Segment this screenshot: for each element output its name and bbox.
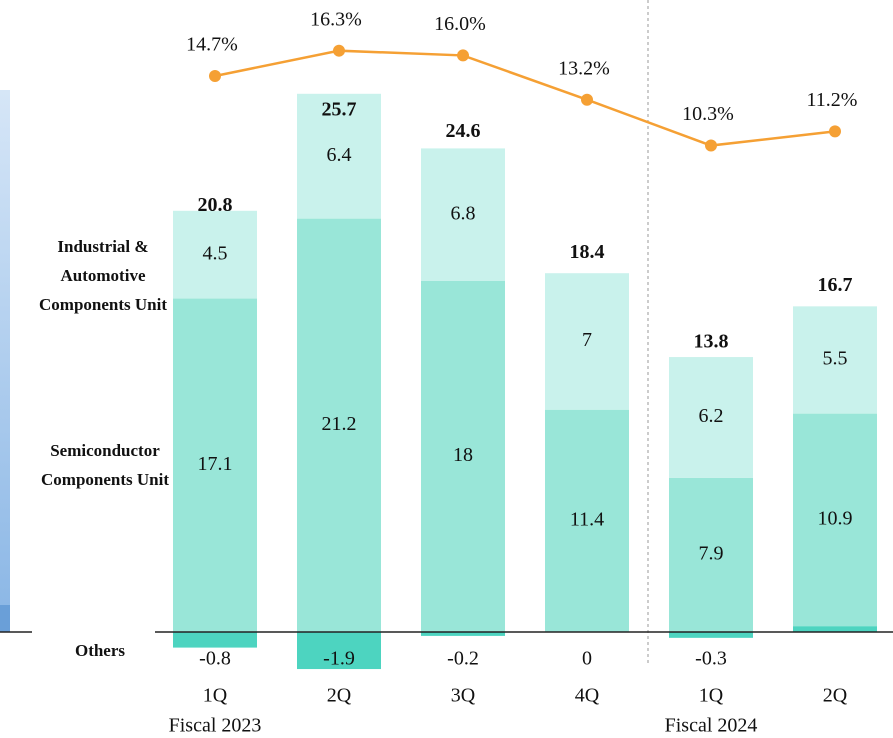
line-value-label: 13.2% xyxy=(558,57,610,79)
x-tick-label: 4Q xyxy=(575,685,600,707)
line-marker xyxy=(705,139,717,152)
bar-segment xyxy=(793,413,877,627)
x-tick-label: 1Q xyxy=(699,685,724,707)
bar-segment xyxy=(421,632,505,636)
line-value-label: 16.0% xyxy=(434,13,486,35)
bar-segment xyxy=(669,632,753,638)
total-label: 24.6 xyxy=(446,120,481,142)
value-label: 4.5 xyxy=(203,242,228,264)
value-label: 6.2 xyxy=(699,405,724,427)
margin-line xyxy=(214,49,836,147)
group-label: Fiscal 2024 xyxy=(665,715,758,737)
bar-segment xyxy=(545,273,629,410)
value-label: 7.9 xyxy=(699,543,724,565)
value-label: 6.8 xyxy=(451,202,476,224)
value-label: 10.9 xyxy=(818,507,853,529)
line-marker xyxy=(333,44,345,57)
bar-segment xyxy=(793,306,877,414)
value-label: 17.1 xyxy=(198,453,233,475)
line-value-label: 16.3% xyxy=(310,8,362,30)
value-label: 6.4 xyxy=(327,144,352,166)
series-label: Others xyxy=(74,641,126,660)
total-label: 18.4 xyxy=(570,241,605,263)
value-label: -0.8 xyxy=(199,648,231,670)
bar-segment xyxy=(173,210,257,299)
value-label: -1.9 xyxy=(323,648,355,670)
side-panel xyxy=(0,90,10,605)
bar-segment xyxy=(421,281,505,632)
total-label: 13.8 xyxy=(694,330,729,352)
line-marker xyxy=(829,125,841,138)
line-marker xyxy=(209,69,221,82)
value-label: 0 xyxy=(582,648,592,670)
value-label: 11.4 xyxy=(570,508,604,530)
line-marker xyxy=(581,93,593,106)
value-label: -0.2 xyxy=(447,648,479,670)
bar-segment xyxy=(297,632,381,670)
bar-segment xyxy=(669,357,753,478)
series-label: Semiconductor Components Unit xyxy=(41,441,169,489)
value-label: 21.2 xyxy=(322,413,357,435)
x-tick-label: 2Q xyxy=(327,685,352,707)
total-label: 25.7 xyxy=(322,98,357,120)
value-label: 7 xyxy=(582,329,592,351)
line-value-label: 14.7% xyxy=(186,34,238,56)
bar-segment xyxy=(545,409,629,632)
x-tick-label: 2Q xyxy=(823,685,848,707)
side-panel-base xyxy=(0,605,10,632)
bar-segment xyxy=(669,477,753,632)
value-label: 18 xyxy=(453,444,473,466)
series-label: Industrial & Automotive Components Unit xyxy=(39,237,167,314)
line-value-label: 10.3% xyxy=(682,103,734,125)
value-label: 5.5 xyxy=(823,348,848,370)
bar-segment xyxy=(793,626,877,632)
value-label: -0.3 xyxy=(695,648,727,670)
line-value-label: 11.2% xyxy=(807,89,858,111)
total-label: 16.7 xyxy=(818,274,853,296)
x-tick-label: 1Q xyxy=(203,685,228,707)
bar-segment xyxy=(421,148,505,281)
x-tick-label: 3Q xyxy=(451,685,476,707)
bar-segment xyxy=(297,93,381,219)
bar-segment xyxy=(173,632,257,648)
bar-segment xyxy=(297,218,381,632)
group-label: Fiscal 2023 xyxy=(169,715,262,737)
total-label: 20.8 xyxy=(198,194,233,216)
bar-segment xyxy=(173,298,257,632)
line-marker xyxy=(457,49,469,62)
